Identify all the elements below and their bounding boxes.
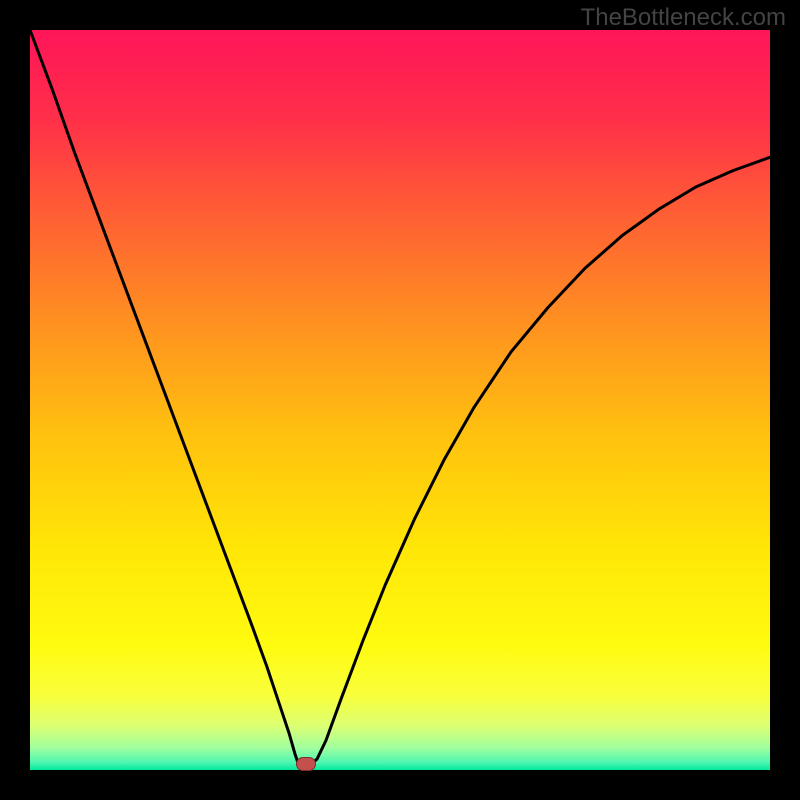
plot-area	[30, 30, 770, 770]
bottleneck-curve	[30, 30, 770, 770]
optimal-point-marker	[296, 757, 316, 771]
watermark-text: TheBottleneck.com	[581, 4, 786, 32]
chart-canvas: TheBottleneck.com	[0, 0, 800, 800]
curve-path	[30, 30, 770, 767]
